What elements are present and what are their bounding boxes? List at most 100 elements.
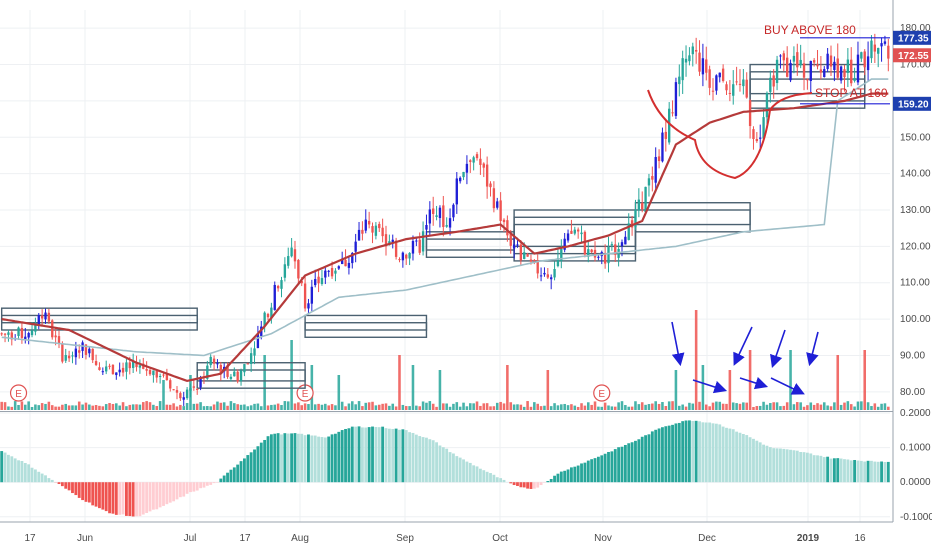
- stop-annotation: STOP AT 160: [815, 86, 888, 100]
- volume-bar: [27, 401, 30, 410]
- oscillator-bar: [44, 475, 47, 483]
- candle-body: [465, 163, 469, 173]
- candle-body: [576, 229, 580, 232]
- candle-body: [644, 186, 647, 213]
- candle-body: [98, 367, 101, 370]
- volume-bar: [455, 402, 459, 410]
- oscillator-bar: [266, 436, 270, 483]
- candle-body: [866, 56, 870, 71]
- candle-body: [475, 154, 479, 159]
- candle-body: [812, 60, 816, 63]
- candle-body: [603, 253, 607, 264]
- oscillator-bar: [330, 434, 334, 483]
- oscillator-bar: [799, 452, 803, 483]
- candle-body: [438, 207, 442, 219]
- candle-body: [51, 320, 54, 338]
- candle-body: [681, 58, 684, 81]
- volume-bar: [77, 401, 81, 410]
- candle-body: [3, 333, 7, 335]
- volume-bar: [469, 403, 472, 410]
- candle-body: [172, 389, 175, 391]
- oscillator-bar: [445, 448, 449, 483]
- volume-bar: [860, 401, 863, 410]
- candle-body: [364, 219, 367, 231]
- volume-bar: [711, 402, 715, 410]
- candle-body: [492, 188, 496, 209]
- candle-body: [597, 256, 600, 258]
- oscillator-bar: [593, 458, 597, 483]
- oscillator-bar: [516, 482, 519, 486]
- volume-bar: [209, 406, 212, 410]
- candle-body: [445, 225, 448, 227]
- candle-body: [718, 72, 721, 78]
- volume-bar: [445, 403, 448, 410]
- volume-bar: [236, 404, 239, 410]
- oscillator-bar: [219, 478, 223, 483]
- volume-bar: [199, 402, 202, 410]
- oscillator-bar: [805, 452, 809, 483]
- oscillator-bar: [286, 433, 290, 483]
- oscillator-bar: [809, 453, 813, 483]
- volume-bar: [206, 406, 209, 410]
- box-outline: [634, 202, 751, 233]
- oscillator-bar: [499, 478, 503, 483]
- candle-body: [40, 315, 44, 319]
- oscillator-bar: [495, 477, 499, 483]
- candle-body: [802, 63, 806, 78]
- volume-bar: [381, 403, 384, 410]
- arrow: [692, 379, 728, 394]
- candle-body: [553, 269, 556, 278]
- oscillator-bar: [792, 450, 796, 483]
- oscillator-bar: [789, 449, 792, 483]
- volume-bar: [371, 401, 374, 410]
- candle-body: [614, 244, 617, 255]
- oscillator-bar: [465, 461, 469, 483]
- oscillator-bar: [293, 433, 297, 483]
- candle-body: [182, 397, 185, 400]
- volume-bar: [246, 406, 250, 410]
- candle-body: [162, 374, 165, 376]
- candle-body: [502, 219, 506, 223]
- oscillator-bar: [327, 436, 331, 483]
- oscillator-bar: [108, 482, 111, 514]
- volume-bar: [172, 403, 175, 410]
- volume-bar: [303, 403, 307, 410]
- oscillator-bar: [458, 457, 462, 483]
- candle-body: [263, 312, 266, 327]
- oscillator-bar: [590, 459, 594, 483]
- volume-bar: [590, 404, 593, 410]
- oscillator-bar: [212, 482, 216, 484]
- volume-bar: [796, 402, 799, 410]
- volume-bar: [634, 401, 637, 410]
- oscillator-bar: [779, 448, 782, 483]
- volume-bar: [819, 404, 823, 410]
- volume-bar: [57, 406, 61, 410]
- candle-body: [728, 92, 732, 94]
- price-tag: [893, 96, 931, 111]
- candle-body: [775, 59, 779, 84]
- oscillator-bar: [684, 420, 688, 483]
- volume-bar: [361, 406, 364, 410]
- oscillator-bar: [158, 482, 162, 508]
- volume-bar: [597, 406, 600, 410]
- candle-body: [469, 160, 472, 162]
- candle-body: [792, 55, 796, 62]
- candle-body: [742, 79, 745, 87]
- volume-bar: [512, 404, 516, 410]
- volume-bar: [607, 405, 610, 410]
- oscillator-bar: [256, 446, 260, 483]
- candle-body: [630, 220, 634, 228]
- volume-bar: [344, 406, 347, 410]
- volume-bar: [489, 406, 492, 410]
- box-outline: [425, 231, 515, 258]
- oscillator-bar: [725, 427, 728, 483]
- volume-bar: [138, 404, 142, 410]
- volume-bar: [320, 404, 324, 410]
- volume-bar: [37, 405, 41, 410]
- candle-body: [856, 54, 860, 83]
- earnings-marker: [9, 384, 28, 402]
- candle-body: [425, 224, 428, 230]
- oscillator-bar: [232, 467, 236, 483]
- oscillator-bar: [485, 471, 489, 483]
- oscillator-bar: [354, 426, 358, 483]
